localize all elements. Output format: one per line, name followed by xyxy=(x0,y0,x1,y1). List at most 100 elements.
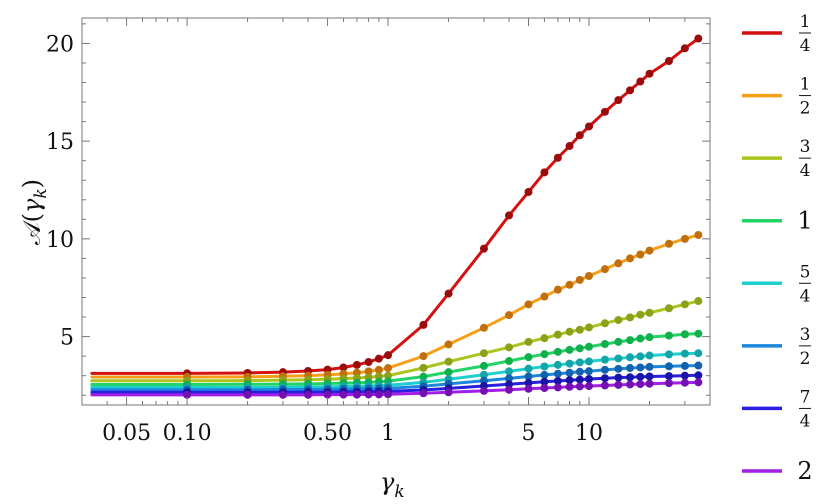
data-point xyxy=(524,300,533,309)
data-point xyxy=(444,340,453,349)
data-point xyxy=(600,355,609,364)
data-point xyxy=(419,320,428,329)
data-point xyxy=(540,292,549,301)
data-point xyxy=(614,373,623,382)
data-point xyxy=(505,311,514,320)
data-point xyxy=(364,358,373,366)
data-point xyxy=(565,280,574,289)
data-point xyxy=(419,389,428,398)
legend-label: 1 xyxy=(797,207,812,235)
data-point xyxy=(524,384,533,393)
series-3 xyxy=(90,297,703,385)
data-point xyxy=(374,354,383,363)
data-point xyxy=(419,363,428,372)
legend-denominator: 2 xyxy=(800,99,811,119)
legend-item: 1 xyxy=(742,207,813,235)
data-point xyxy=(505,367,514,376)
data-point xyxy=(553,347,562,356)
y-axis-title-open: 𝒜( xyxy=(18,213,46,245)
data-point xyxy=(636,363,645,372)
data-point xyxy=(645,246,654,255)
data-point xyxy=(600,265,609,274)
data-point xyxy=(680,234,689,243)
data-point xyxy=(304,390,313,399)
data-point xyxy=(626,353,635,362)
data-point xyxy=(626,364,635,373)
data-point xyxy=(553,383,562,392)
data-point xyxy=(614,259,623,268)
data-point xyxy=(585,367,594,376)
legend-numerator: 5 xyxy=(800,262,811,282)
legend-numerator: 1 xyxy=(800,12,811,32)
data-point xyxy=(540,370,549,379)
data-point xyxy=(419,352,428,361)
series-1 xyxy=(90,34,703,378)
data-point xyxy=(364,390,373,399)
data-point xyxy=(524,337,533,346)
data-point xyxy=(505,357,514,366)
x-axis-title: γk xyxy=(380,468,405,502)
data-point xyxy=(680,361,689,370)
x-tick-label: 10 xyxy=(575,421,603,446)
data-point xyxy=(575,131,584,140)
data-point xyxy=(505,380,514,389)
data-point xyxy=(680,330,689,339)
data-point xyxy=(645,308,654,317)
data-point xyxy=(183,390,192,399)
data-point xyxy=(600,107,609,116)
data-point xyxy=(626,254,635,263)
data-point xyxy=(600,319,609,328)
data-point xyxy=(645,362,654,371)
y-axis-title-close: ) xyxy=(18,179,46,188)
data-point xyxy=(645,379,654,388)
legend-item: 12 xyxy=(742,75,811,119)
data-point xyxy=(505,343,514,352)
data-point xyxy=(636,352,645,361)
data-point xyxy=(575,375,584,384)
data-point xyxy=(664,379,673,388)
data-point xyxy=(444,289,453,298)
data-point xyxy=(444,368,453,377)
data-point xyxy=(585,122,594,131)
data-point xyxy=(565,382,574,391)
legend-item: 34 xyxy=(742,137,811,181)
data-point xyxy=(384,351,393,360)
data-point xyxy=(694,329,703,338)
data-point xyxy=(680,378,689,387)
data-point xyxy=(600,374,609,383)
series-line xyxy=(90,233,700,379)
data-point xyxy=(553,285,562,294)
plot-frame xyxy=(81,17,711,406)
y-tick-label: 15 xyxy=(46,130,74,155)
data-point xyxy=(664,331,673,340)
data-point xyxy=(374,390,383,399)
data-point xyxy=(553,376,562,385)
data-point xyxy=(352,360,361,369)
data-point xyxy=(614,380,623,389)
data-point xyxy=(565,327,574,336)
data-point xyxy=(664,239,673,248)
x-tick-label: 5 xyxy=(522,421,536,446)
series-layer xyxy=(90,34,703,399)
data-point xyxy=(524,364,533,373)
data-point xyxy=(419,372,428,381)
data-point xyxy=(444,388,453,397)
x-tick-label: 0.05 xyxy=(102,421,151,446)
data-point xyxy=(323,390,332,399)
data-point xyxy=(694,34,703,43)
data-point xyxy=(565,345,574,354)
data-point xyxy=(626,86,635,95)
data-point xyxy=(575,358,584,367)
data-point xyxy=(243,390,252,399)
data-point xyxy=(694,361,703,370)
plot-area xyxy=(90,34,703,399)
data-point xyxy=(540,362,549,371)
data-point xyxy=(524,372,533,381)
data-point xyxy=(553,360,562,369)
data-point xyxy=(553,330,562,339)
data-point xyxy=(626,313,635,322)
data-point xyxy=(614,354,623,363)
data-point xyxy=(524,353,533,362)
